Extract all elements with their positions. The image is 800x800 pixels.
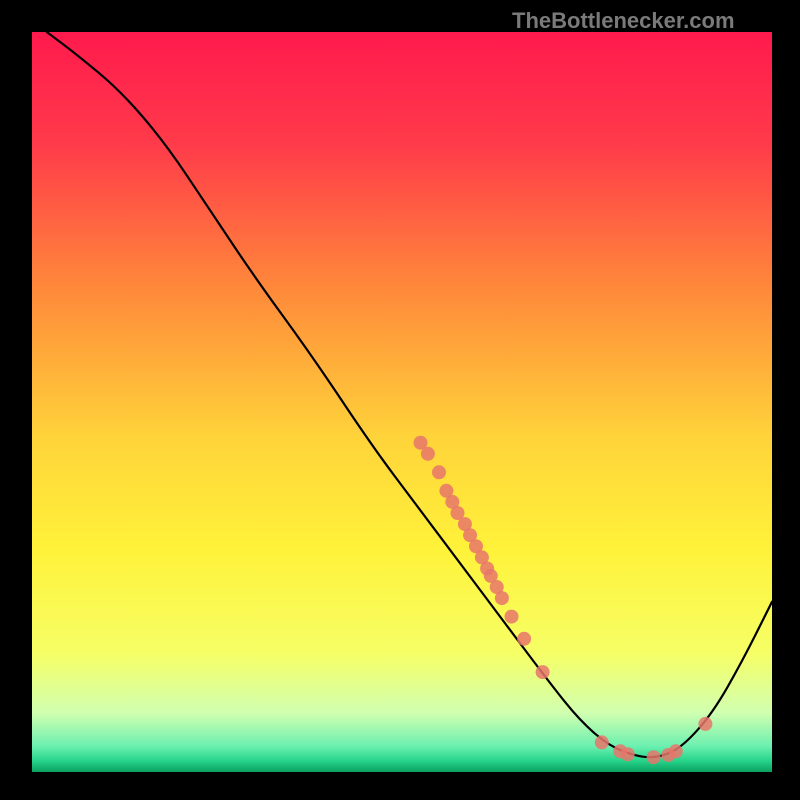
data-marker (647, 750, 661, 764)
chart-background (32, 32, 772, 772)
data-marker (495, 591, 509, 605)
data-marker (517, 632, 531, 646)
data-marker (698, 717, 712, 731)
chart-container (32, 32, 772, 772)
watermark-text: TheBottlenecker.com (512, 8, 735, 34)
data-marker (595, 735, 609, 749)
chart-svg (32, 32, 772, 772)
data-marker (536, 665, 550, 679)
data-marker (421, 447, 435, 461)
data-marker (669, 744, 683, 758)
data-marker (621, 747, 635, 761)
data-marker (432, 465, 446, 479)
data-marker (505, 610, 519, 624)
